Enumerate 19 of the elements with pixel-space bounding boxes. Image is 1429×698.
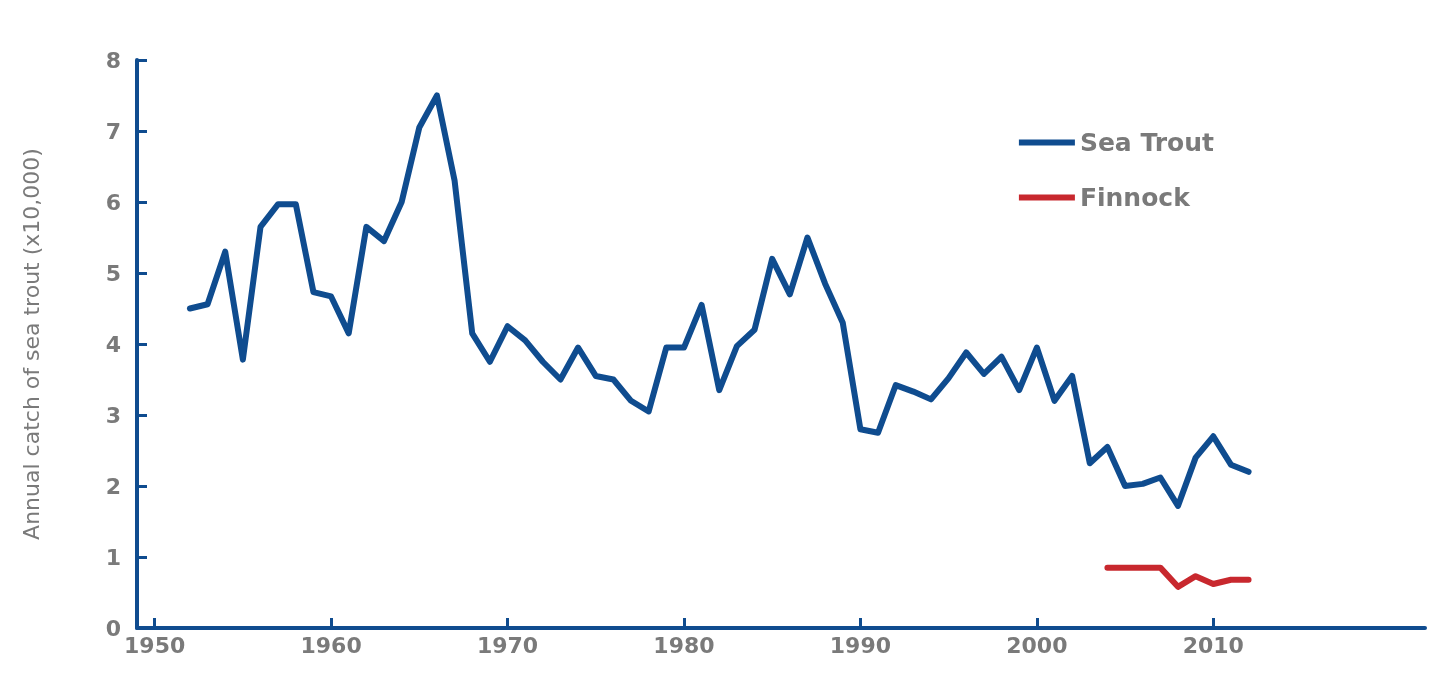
y-axis-title: Annual catch of sea trout (x10,000) [18,148,44,540]
y-tick-label: 5 [105,260,121,286]
y-tick-label: 6 [105,189,121,215]
x-tick-label: 1960 [300,632,362,658]
x-tick-label: 1990 [829,632,892,658]
x-tick-label: 1950 [124,632,186,658]
x-tick-label: 2000 [1006,632,1068,658]
y-tick-label: 7 [105,118,121,144]
y-tick-label: 0 [105,615,121,641]
x-tick-label: 1970 [476,632,539,658]
legend-label: Finnock [1079,183,1192,212]
x-tick-label: 2010 [1182,632,1244,658]
y-tick-label: 4 [105,331,121,357]
x-tick-label: 1980 [653,632,715,658]
y-tick-label: 8 [105,47,121,73]
y-tick-label: 2 [105,473,121,499]
legend-label: Sea Trout [1079,128,1215,157]
y-tick-label: 3 [105,402,121,428]
y-tick-label: 1 [105,544,121,570]
